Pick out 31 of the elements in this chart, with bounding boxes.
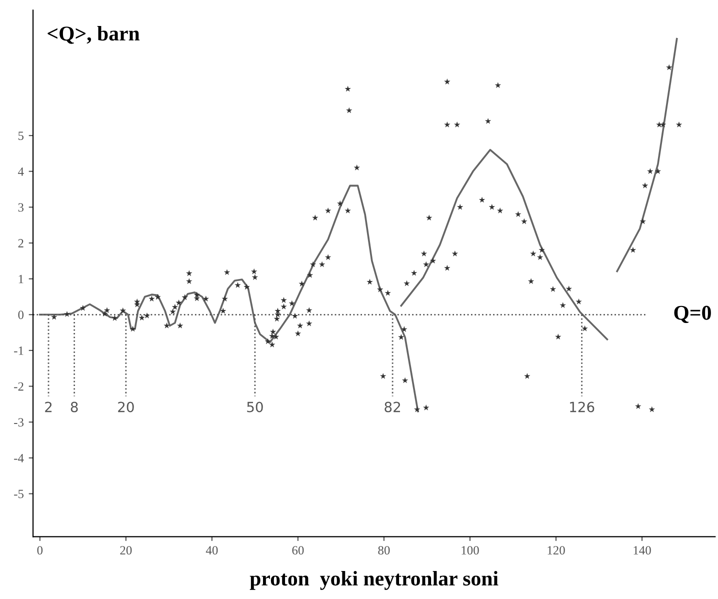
y-tick-label: -4 bbox=[14, 454, 24, 462]
ref-line-label: 20 bbox=[118, 402, 134, 412]
y-tick-label: 1 bbox=[18, 274, 24, 284]
x-tick-label: 20 bbox=[120, 546, 132, 555]
y-tick-label: -2 bbox=[14, 382, 24, 391]
ref-line-label: 126 bbox=[570, 402, 594, 412]
y-tick-label: 4 bbox=[18, 167, 24, 176]
y-tick-label: 5 bbox=[18, 132, 24, 140]
x-tick-label: 140 bbox=[634, 546, 651, 555]
x-axis-title: proton yoki neytronlar soni bbox=[250, 570, 498, 590]
ref-line-label: 50 bbox=[247, 402, 263, 412]
x-tick-label: 120 bbox=[548, 546, 565, 555]
y-tick-label: 0 bbox=[18, 310, 24, 320]
x-tick-label: 60 bbox=[292, 546, 304, 555]
x-tick-label: 100 bbox=[462, 546, 479, 555]
y-tick-label: -5 bbox=[14, 490, 24, 498]
x-tick-label: 80 bbox=[378, 546, 390, 555]
y-axis-title: <Q>, barn bbox=[48, 26, 140, 44]
x-tick-label: 40 bbox=[206, 546, 218, 555]
y-tick-label: 2 bbox=[18, 239, 24, 248]
ref-line-label: Q=0 bbox=[674, 306, 711, 324]
ref-line-label: 8 bbox=[70, 402, 78, 412]
y-tick-label: 3 bbox=[18, 203, 24, 212]
y-tick-label: -1 bbox=[14, 346, 24, 355]
line-series bbox=[616, 38, 678, 272]
line-series bbox=[39, 184, 419, 412]
line-series bbox=[400, 148, 608, 340]
ref-line-label: 82 bbox=[384, 402, 400, 412]
x-tick-label: 0 bbox=[37, 546, 43, 555]
y-tick-label: -3 bbox=[14, 418, 24, 427]
ref-line-label: 2 bbox=[45, 402, 52, 412]
